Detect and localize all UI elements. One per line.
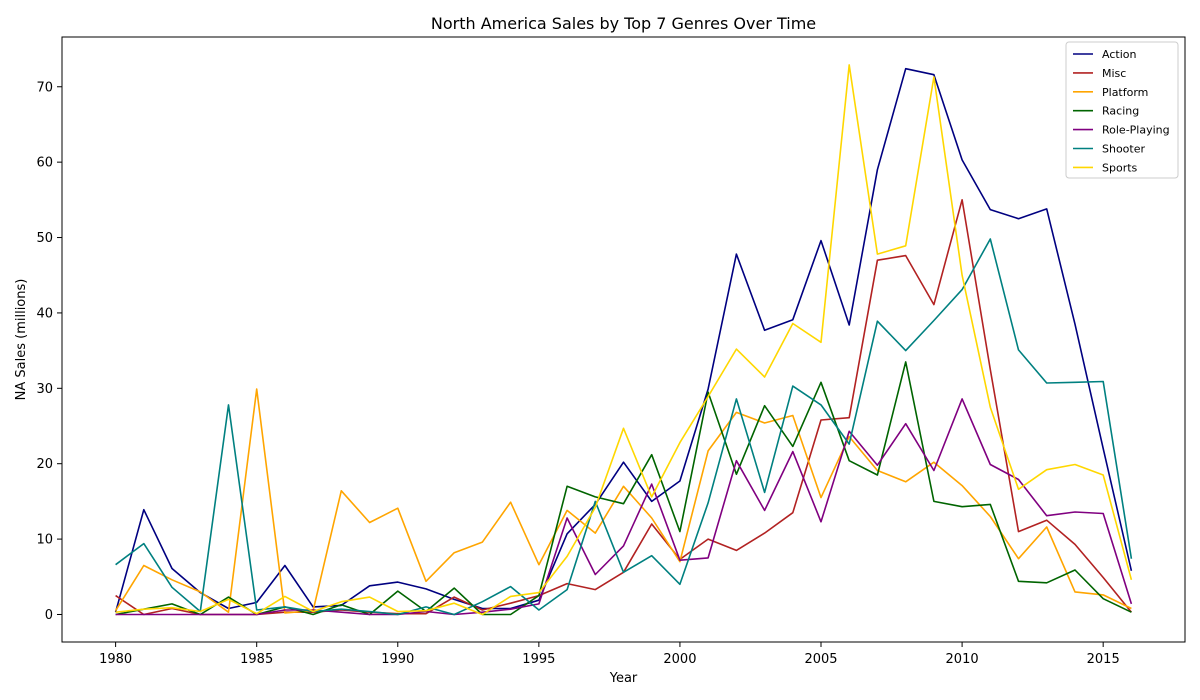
legend-label-action: Action	[1102, 48, 1136, 61]
series-line-platform	[114, 388, 1132, 614]
legend-label-shooter: Shooter	[1102, 143, 1145, 156]
chart-title: North America Sales by Top 7 Genres Over…	[431, 14, 816, 33]
series-line-sports	[115, 64, 1133, 616]
legend-label-platform: Platform	[1102, 86, 1148, 99]
legend-label-role-playing: Role-Playing	[1102, 124, 1170, 137]
x-tick-label: 1980	[99, 652, 132, 667]
legend-label-racing: Racing	[1102, 105, 1139, 118]
x-tick-label: 1985	[240, 652, 273, 667]
y-axis-ticks: 0 10 20 30 40 50 60 70	[36, 80, 62, 623]
x-tick-label: 2015	[1087, 652, 1120, 667]
y-tick-label: 30	[36, 382, 53, 397]
y-tick-label: 70	[36, 80, 53, 95]
x-tick-label: 2000	[663, 652, 696, 667]
x-tick-label: 2010	[946, 652, 979, 667]
series-line-role-playing	[115, 398, 1133, 616]
legend-label-misc: Misc	[1102, 67, 1126, 80]
y-tick-label: 20	[36, 457, 53, 472]
y-tick-label: 60	[36, 156, 53, 171]
x-tick-label: 1990	[381, 652, 414, 667]
y-tick-label: 50	[36, 231, 53, 246]
x-axis-ticks: 1980 1985 1990 1995 2000 2005 2010 2015	[99, 642, 1120, 667]
y-tick-label: 0	[45, 608, 53, 623]
x-tick-label: 2005	[804, 652, 837, 667]
x-axis-label: Year	[609, 671, 638, 686]
y-tick-label: 10	[36, 533, 53, 548]
series-line-action	[114, 67, 1133, 613]
legend-label-sports: Sports	[1102, 161, 1138, 174]
y-axis-label: NA Sales (millions)	[14, 279, 29, 401]
legend: Action Misc Platform Racing Role-Playing Shoo…	[1065, 41, 1179, 179]
y-tick-label: 40	[36, 306, 53, 321]
series-line-shooter	[115, 238, 1133, 616]
legend-box	[1065, 41, 1179, 179]
series-lines	[114, 64, 1133, 616]
x-tick-label: 1995	[522, 652, 555, 667]
plot-area	[61, 36, 1186, 643]
